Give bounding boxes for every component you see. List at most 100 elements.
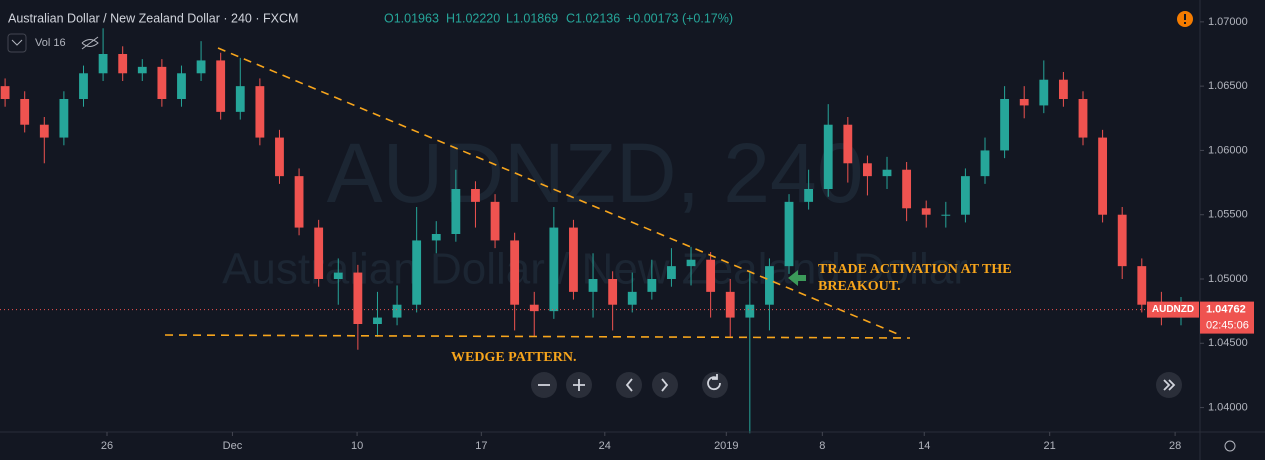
candle-body — [157, 66, 167, 99]
zoom-out-button[interactable] — [531, 372, 557, 398]
x-tick-label: 2019 — [714, 440, 738, 452]
support-line — [164, 334, 911, 339]
candle-body — [79, 73, 88, 99]
candle-body — [490, 201, 500, 241]
candle-body — [608, 279, 618, 305]
candle-body — [569, 227, 578, 292]
y-tick-label: 1.07000 — [1208, 16, 1248, 28]
candle-body — [314, 227, 324, 279]
scroll-realtime-button[interactable] — [1156, 372, 1182, 398]
candle-body — [235, 86, 245, 112]
candle-body — [39, 124, 49, 138]
annotation: BREAKOUT. — [818, 279, 901, 294]
candle-body — [20, 99, 30, 125]
annotation: WEDGE PATTERN. — [451, 350, 577, 365]
candle-body — [451, 189, 461, 234]
price-value: 1.04762 — [1206, 304, 1246, 316]
candle-body — [588, 279, 598, 292]
candle-body — [431, 234, 441, 241]
candle-body — [333, 272, 343, 279]
x-tick-label: 10 — [351, 440, 363, 452]
symbol-title: Australian Dollar / New Zealand Dollar ·… — [8, 11, 298, 25]
candle-body — [1117, 214, 1127, 267]
candle-body — [960, 176, 970, 215]
wedge-trendline — [217, 47, 901, 336]
y-tick-label: 1.05000 — [1208, 273, 1248, 285]
candle-body — [392, 304, 402, 318]
ohlc-low: L1.01869 — [506, 11, 558, 25]
candle-body — [980, 150, 990, 177]
candle-body — [0, 86, 10, 99]
candle-body — [1000, 99, 1010, 151]
y-tick-label: 1.06000 — [1208, 144, 1248, 156]
x-tick-label: 14 — [918, 440, 930, 452]
candle-body — [177, 73, 186, 99]
y-tick-label: 1.04500 — [1208, 337, 1248, 349]
candle-body — [275, 137, 284, 177]
x-tick-label: 17 — [475, 440, 487, 452]
candle-body — [1019, 99, 1029, 106]
candle-body — [647, 279, 657, 292]
candle-body — [510, 240, 520, 305]
plot-area — [0, 28, 1186, 434]
candle-body — [59, 99, 69, 138]
candle-body — [823, 124, 833, 189]
candle-body — [725, 291, 735, 318]
x-tick-label: 24 — [599, 440, 611, 452]
candle-body — [1137, 266, 1147, 305]
settings-icon[interactable] — [1224, 440, 1236, 452]
candle-body — [941, 214, 951, 216]
price-label: AUDNZD 1.04762 02:45:06 — [0, 301, 1254, 334]
candle-body — [627, 291, 637, 305]
price-symbol: AUDNZD — [1152, 304, 1194, 315]
candle-body — [373, 317, 382, 324]
x-tick-label: 21 — [1044, 440, 1056, 452]
candle-body — [549, 227, 559, 312]
candle-body — [255, 86, 265, 138]
candle-body — [765, 266, 774, 305]
candle-body — [294, 176, 304, 228]
collapse-button[interactable] — [7, 33, 27, 53]
candle-body — [843, 124, 853, 164]
scroll-left-button[interactable] — [616, 372, 642, 398]
watermark-symbol: AUDNZD, 240 — [327, 126, 864, 220]
candle-body — [921, 208, 931, 215]
candle-body — [1078, 99, 1088, 138]
y-tick-label: 1.06500 — [1208, 80, 1248, 92]
ohlc-change: +0.00173 (+0.17%) — [626, 11, 733, 25]
candle-body — [412, 240, 422, 305]
ohlc-close: C1.02136 — [566, 11, 620, 25]
candle-body — [902, 169, 912, 209]
candle-body — [784, 201, 794, 267]
candle-body — [118, 54, 128, 74]
candle-body — [471, 189, 480, 202]
collapse-icon — [11, 39, 23, 46]
candle-body — [863, 163, 872, 177]
x-tick-label: 26 — [101, 440, 113, 452]
candle-body — [353, 272, 363, 324]
zoom-in-button[interactable] — [566, 372, 592, 398]
x-tick-label: 28 — [1169, 440, 1181, 452]
candle-body — [686, 259, 696, 267]
scroll-right-button[interactable] — [652, 372, 678, 398]
reset-button[interactable] — [702, 372, 728, 398]
candle-body — [1039, 79, 1049, 106]
arrow-icon — [788, 270, 806, 286]
volume-label: Vol 16 — [35, 37, 66, 49]
candle-body — [706, 259, 716, 292]
x-tick-label: Dec — [223, 440, 243, 452]
candle-body — [745, 304, 755, 318]
candle-body — [1098, 137, 1108, 215]
candle-body — [529, 304, 539, 312]
candle-body — [216, 60, 226, 112]
candle-body — [196, 60, 206, 74]
ohlc-high: H1.02220 — [446, 11, 500, 25]
candle-body — [1058, 79, 1068, 99]
countdown: 02:45:06 — [1206, 320, 1249, 332]
price-box — [1200, 301, 1254, 334]
candle-body — [804, 189, 814, 202]
hide-icon[interactable] — [81, 36, 99, 50]
candle-body — [882, 169, 892, 177]
y-tick-label: 1.05500 — [1208, 209, 1248, 221]
